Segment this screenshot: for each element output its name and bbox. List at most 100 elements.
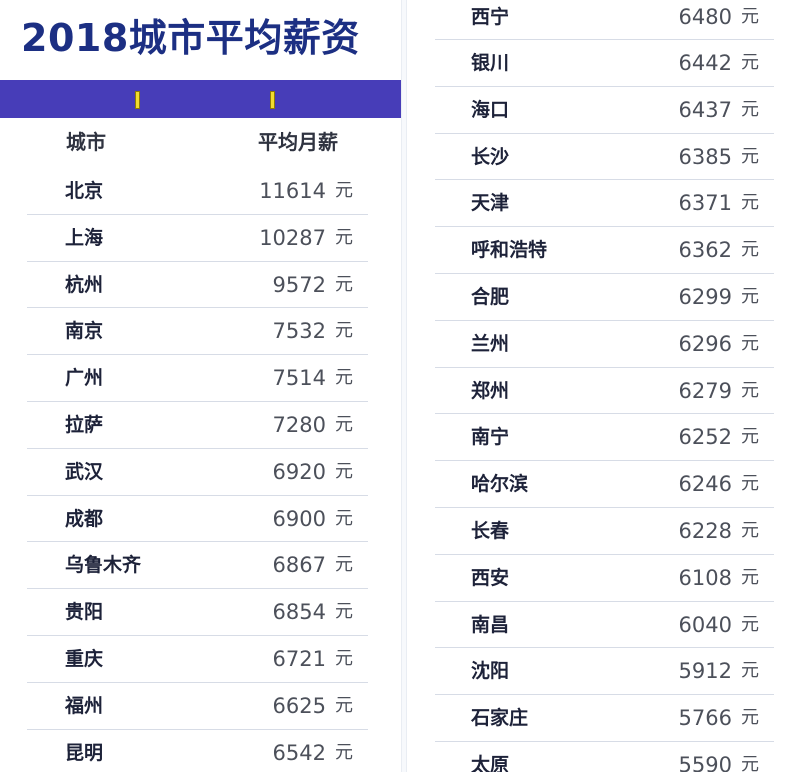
currency-unit: 元 [741,426,759,448]
currency-unit: 元 [741,566,759,588]
city-name: 天津 [471,192,510,215]
table-row: 重庆 6721 元 [27,636,368,683]
average-salary-value: 6480 [678,5,732,29]
currency-unit: 元 [741,660,759,682]
currency-unit: 元 [741,98,759,120]
table-row: 石家庄 5766 元 [435,695,774,742]
average-salary-value: 6920 [272,459,326,484]
city-name: 拉萨 [65,413,104,436]
table-row: 武汉 6920 元 [27,449,368,496]
city-name: 福州 [65,694,104,717]
currency-unit: 元 [741,473,759,495]
left-salary-list: 北京 11614 元 上海 10287 元 杭州 9572 元 南京 7532 … [0,168,401,772]
table-row: 银川 6442 元 [435,40,774,87]
currency-unit: 元 [335,273,353,295]
table-row: 昆明 6542 元 [27,730,368,772]
currency-unit: 元 [335,741,353,763]
currency-unit: 元 [741,192,759,214]
table-header: 2018城市平均薪资 [0,0,401,118]
average-salary-value: 9572 [272,272,326,297]
currency-unit: 元 [741,52,759,73]
currency-unit: 元 [335,180,353,201]
average-salary-value: 5590 [678,752,732,772]
city-column-header: 城市 [66,130,106,154]
average-salary-value: 6246 [678,472,732,497]
banner-post-left [135,91,140,109]
average-salary-value: 6542 [272,740,326,765]
table-row: 西安 6108 元 [435,555,774,602]
average-salary-value: 6228 [678,518,732,543]
average-salary-value: 6854 [272,600,326,625]
left-table-panel: 2018城市平均薪资 城市 平均月薪 北京 11614 元 上海 10287 元 [0,0,402,772]
city-name: 武汉 [65,460,104,483]
column-header-row: 城市 平均月薪 [0,117,401,168]
table-row: 福州 6625 元 [27,683,368,730]
currency-unit: 元 [741,6,759,27]
city-name: 成都 [65,507,104,530]
right-salary-list: 西宁 6480 元 银川 6442 元 海口 6437 元 长沙 6385 元 … [407,0,800,772]
currency-unit: 元 [741,753,759,772]
city-name: 西安 [471,566,510,589]
city-name: 哈尔滨 [471,473,529,496]
table-row: 南京 7532 元 [27,308,368,356]
table-row: 广州 7514 元 [27,355,368,402]
table-row: 成都 6900 元 [27,496,368,543]
average-salary-value: 6442 [678,51,732,75]
city-name: 南京 [65,320,104,343]
currency-unit: 元 [335,554,353,576]
table-row: 南昌 6040 元 [435,602,774,649]
table-row: 天津 6371 元 [435,180,774,228]
currency-unit: 元 [335,460,353,482]
banner-post-right [270,91,275,109]
city-name: 合肥 [471,285,510,308]
city-name: 昆明 [65,741,104,764]
salary-column-header: 平均月薪 [258,130,338,154]
average-salary-value: 6437 [678,97,732,122]
table-row: 西宁 6480 元 [435,0,774,40]
average-salary-value: 6252 [678,425,732,450]
average-salary-value: 6296 [678,331,732,356]
title-banner [0,80,401,118]
average-salary-value: 7514 [272,366,326,391]
city-name: 北京 [65,180,104,202]
table-row: 海口 6437 元 [435,87,774,134]
table-row: 沈阳 5912 元 [435,648,774,696]
average-salary-value: 10287 [259,225,326,250]
currency-unit: 元 [741,519,759,541]
table-row: 太原 5590 元 [435,742,774,772]
currency-unit: 元 [741,707,759,729]
average-salary-value: 6900 [272,506,326,531]
city-name: 沈阳 [471,660,510,683]
currency-unit: 元 [335,694,353,716]
table-row: 贵阳 6854 元 [27,589,368,636]
city-name: 长沙 [471,145,510,168]
table-row: 杭州 9572 元 [27,262,368,309]
currency-unit: 元 [335,647,353,669]
city-name: 太原 [471,753,510,772]
city-name: 贵阳 [65,601,104,624]
table-row: 兰州 6296 元 [435,321,774,368]
city-name: 海口 [471,98,510,121]
table-row: 上海 10287 元 [27,215,368,262]
currency-unit: 元 [741,239,759,261]
city-name: 重庆 [65,647,104,670]
city-name: 西宁 [471,6,510,28]
average-salary-value: 6721 [272,646,326,671]
currency-unit: 元 [335,226,353,248]
city-name: 南昌 [471,613,510,636]
table-row: 长春 6228 元 [435,508,774,555]
table-row: 南宁 6252 元 [435,414,774,462]
currency-unit: 元 [741,285,759,307]
average-salary-value: 6040 [678,612,732,637]
currency-unit: 元 [741,332,759,354]
table-row: 合肥 6299 元 [435,274,774,321]
currency-unit: 元 [335,601,353,623]
currency-unit: 元 [741,613,759,635]
average-salary-value: 5766 [678,706,732,731]
average-salary-value: 6279 [678,378,732,403]
city-name: 兰州 [471,332,510,355]
city-name: 广州 [65,367,104,390]
currency-unit: 元 [741,379,759,401]
table-row: 哈尔滨 6246 元 [435,461,774,508]
